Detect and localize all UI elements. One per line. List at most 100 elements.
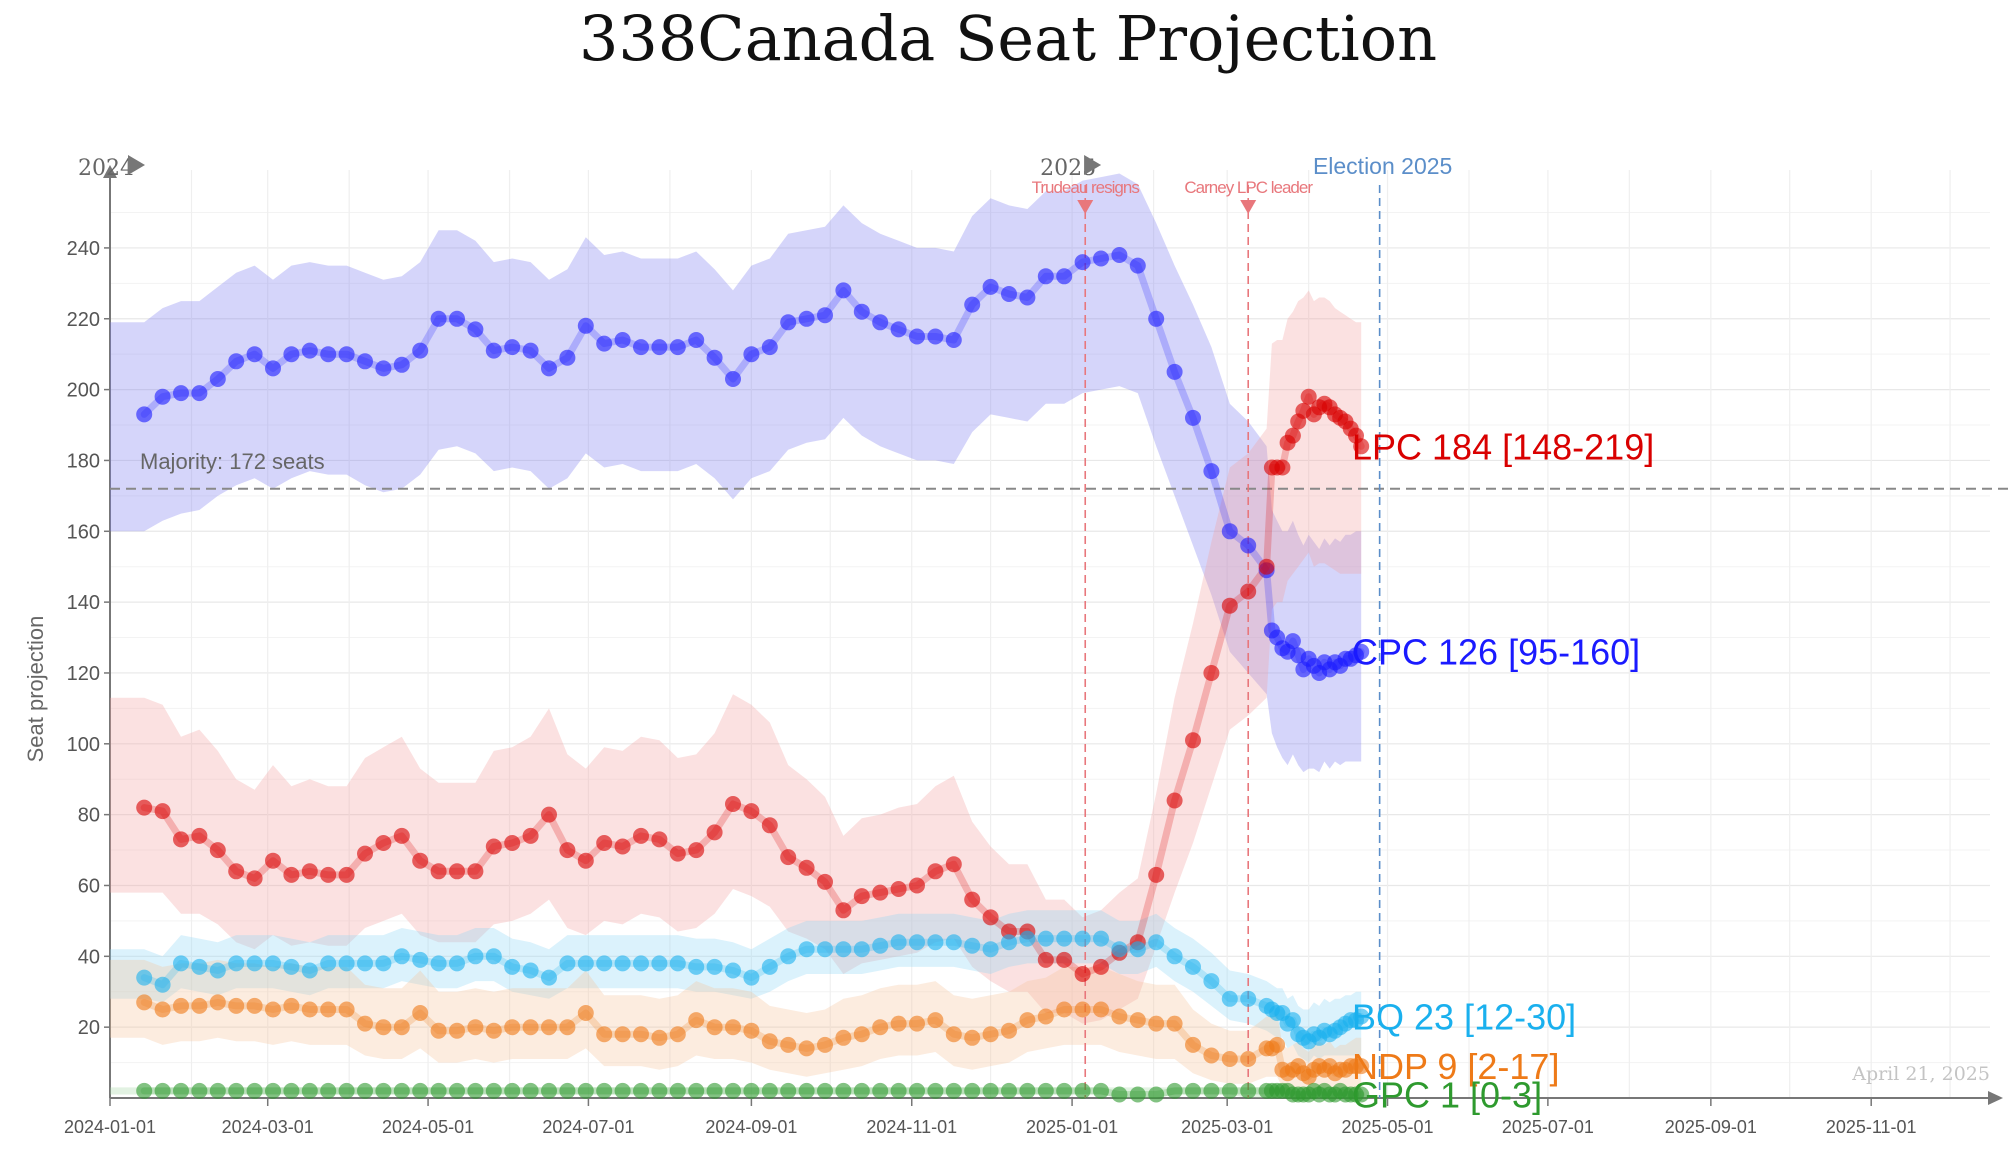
cpc-data-point [1129,257,1146,274]
bq-data-point [412,951,429,968]
event-marker-icon [1240,200,1257,214]
lpc-data-point [375,835,392,851]
ndp-data-point [228,997,245,1014]
lpc-data-point [467,863,484,880]
bq-data-point [706,958,723,975]
lpc-data-point [283,866,300,883]
lpc-data-point [1037,951,1054,968]
bq-data-point [320,955,337,972]
cpc-data-point [412,342,429,359]
lpc-data-point [1148,866,1165,883]
cpc-data-point [1185,409,1201,426]
majority-label: Majority: 172 seats [140,449,325,474]
ndp-data-point [669,1026,686,1043]
cpc-data-point [1019,289,1036,306]
bq-data-point [522,962,539,979]
cpc-data-point [154,388,171,405]
ndp-data-point [743,1022,760,1039]
cpc-data-point [780,314,797,331]
ndp-data-point [614,1026,631,1043]
ndp-data-point [927,1012,944,1029]
chart-title: 338Canada Seat Projection [578,2,1438,75]
confidence-bands [110,173,1362,1098]
cpc-data-point [798,310,815,327]
cpc-data-point [688,332,705,348]
lpc-data-point [136,799,153,816]
x-tick-label: 2025-03-01 [1181,1117,1273,1137]
gpc-data-point [283,1082,300,1099]
gpc-data-point [1148,1086,1165,1103]
bq-data-point [559,955,576,972]
ndp-data-point [301,1001,318,1018]
bq-data-point [393,948,410,965]
bq-data-point [541,969,557,986]
gpc-data-point [1111,1086,1128,1103]
cpc-data-point [301,342,318,359]
cpc-data-point [577,317,594,334]
lpc-data-point [761,817,778,834]
x-axis-arrow [1988,1091,2003,1105]
lpc-confidence-band [110,290,1362,1024]
cpc-data-point [964,296,981,313]
cpc-points [136,247,1370,681]
bq-data-point [449,955,465,972]
gpc-data-point [541,1082,557,1099]
cpc-data-point [761,339,778,356]
bq-data-point [982,941,999,958]
lpc-data-point [688,842,705,859]
y-tick-label: 80 [78,805,100,827]
cpc-data-point [449,310,465,327]
gpc-data-point [835,1082,852,1099]
lpc-data-point [393,827,410,844]
event-marker-icon [1077,200,1094,214]
cpc-data-point [706,349,723,366]
lpc-end-label: LPC 184 [148-219] [1352,426,1654,467]
y-tick-label: 60 [78,875,100,897]
lpc-data-point [982,909,999,926]
gpc-data-point [173,1082,189,1099]
gpc-data-point [1093,1082,1109,1099]
gpc-data-point [191,1082,208,1099]
ndp-data-point [1269,1036,1286,1053]
y-axis-label: Seat projection [23,616,48,763]
gpc-data-point [1129,1086,1146,1103]
bq-data-point [780,948,797,965]
bq-data-point [228,955,245,972]
lpc-data-point [945,856,962,873]
ndp-data-point [1240,1051,1257,1067]
cpc-data-point [136,406,153,423]
bq-data-point [688,958,705,975]
year-marker-arrow [1084,155,1102,175]
y-tick-label: 40 [78,946,100,968]
bq-data-point [1001,934,1017,951]
ndp-data-point [412,1005,429,1021]
ndp-data-point [1093,1001,1109,1018]
x-tick-label: 2025-07-01 [1502,1117,1594,1137]
cpc-data-point [209,371,226,387]
lpc-data-point [246,870,263,887]
bq-data-point [504,958,521,975]
lpc-data-point [559,842,576,859]
bq-data-point [1185,958,1201,975]
gpc-data-point [467,1082,484,1099]
gpc-data-point [504,1082,521,1099]
ndp-data-point [1037,1008,1054,1025]
lpc-data-point [1166,792,1183,809]
ndp-data-point [1166,1015,1183,1032]
bq-data-point [743,969,760,986]
cpc-data-point [1166,363,1183,380]
y-tick-label: 160 [67,521,100,543]
x-tick-label: 2025-01-01 [1026,1117,1118,1137]
gpc-data-point [265,1082,281,1099]
ndp-data-point [504,1019,521,1036]
gpc-data-point [393,1082,410,1099]
cpc-confidence-band [110,173,1362,773]
lpc-data-point [522,827,539,844]
ndp-data-point [522,1019,539,1036]
cpc-data-point [485,342,502,359]
gpc-data-point [485,1082,502,1099]
bq-data-point [1221,990,1238,1007]
bq-data-point [265,955,281,972]
bq-data-point [246,955,263,972]
lpc-data-point [1240,583,1257,600]
